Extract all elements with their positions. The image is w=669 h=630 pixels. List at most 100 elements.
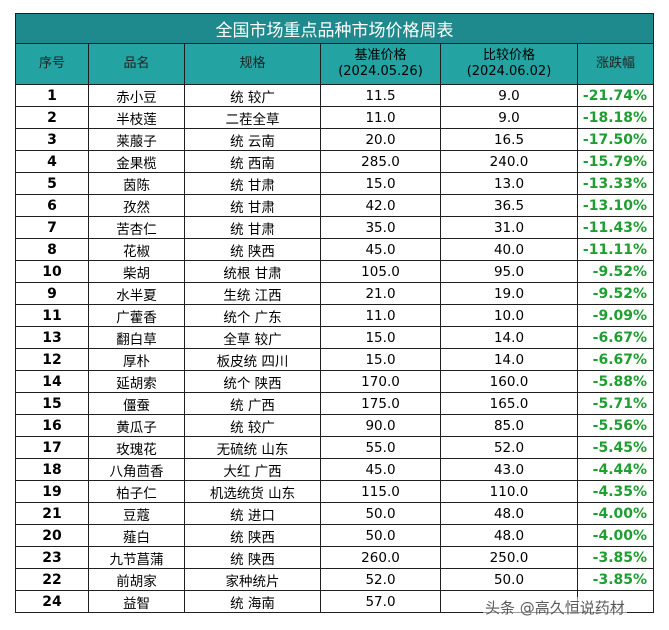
cell-compare-price: 85.0 (440, 414, 578, 437)
cell-spec: 统根 甘肃 (184, 260, 321, 283)
cell-compare-price: 19.0 (440, 282, 578, 305)
table-row: 1 赤小豆统 较广 11.5 9.0 -21.74% (15, 84, 655, 107)
table-row: 20 薤白统 陕西 50.0 48.0 -4.00% (15, 524, 655, 547)
cell-base-price: 260.0 (320, 546, 441, 569)
cell-change: -5.56% (576, 414, 655, 437)
header-change: 涨跌幅 (576, 43, 655, 85)
cell-change: -3.85% (576, 546, 655, 569)
header-base-price: 基准价格 (2024.05.26) (320, 43, 441, 85)
cell-change: -5.45% (576, 436, 655, 459)
cell-index: 7 (15, 216, 89, 239)
cell-change: -9.52% (576, 260, 655, 283)
cell-index: 18 (15, 458, 89, 481)
cell-name: 花椒 (88, 238, 185, 261)
cell-base-price: 11.0 (320, 304, 441, 327)
cell-index: 11 (15, 304, 89, 327)
cell-compare-price: 31.0 (440, 216, 578, 239)
cell-name: 僵蚕 (88, 392, 185, 415)
cell-name: 半枝莲 (88, 106, 185, 129)
cell-compare-price: 13.0 (440, 172, 578, 195)
cell-index: 5 (15, 172, 89, 195)
cell-spec: 统个 广东 (184, 304, 321, 327)
cell-name: 玫瑰花 (88, 436, 185, 459)
header-compare-price-label: 比较价格 (482, 48, 535, 63)
cell-compare-price: 240.0 (440, 150, 578, 173)
table-row: 15 僵蚕统 广西 175.0 165.0 -5.71% (15, 392, 655, 415)
cell-name: 莱菔子 (88, 128, 185, 151)
cell-change: -4.35% (576, 480, 655, 503)
cell-base-price: 15.0 (320, 172, 441, 195)
cell-compare-price: 16.5 (440, 128, 578, 151)
cell-compare-price: 110.0 (440, 480, 578, 503)
cell-change: -18.18% (576, 106, 655, 129)
cell-change: -15.79% (576, 150, 655, 173)
cell-change: -6.67% (576, 348, 655, 371)
cell-change: -5.88% (576, 370, 655, 393)
table-row: 14 延胡索 统个 陕西 170.0 160.0 -5.88% (15, 370, 655, 393)
table-row: 13 翻白草 全草 较广 15.0 14.0 -6.67% (15, 326, 655, 349)
cell-name: 翻白草 (88, 326, 185, 349)
cell-spec: 无硫统 山东 (184, 436, 321, 459)
cell-change: -5.71% (576, 392, 655, 415)
cell-base-price: 170.0 (320, 370, 441, 393)
table-row: 10 柴胡 统根 甘肃 105.0 95.0 -9.52% (15, 260, 655, 283)
cell-spec: 统 云南 (184, 128, 321, 151)
cell-index: 4 (15, 150, 89, 173)
cell-base-price: 50.0 (320, 502, 441, 525)
cell-spec: 板皮统 四川 (184, 348, 321, 371)
cell-spec: 统 甘肃 (184, 216, 321, 239)
price-table: 全国市场重点品种市场价格周表 序号 品名 规格 基准价格 (2024.05.26… (14, 13, 655, 613)
cell-change: -4.00% (576, 524, 655, 547)
cell-base-price: 11.0 (320, 106, 441, 129)
cell-base-price: 21.0 (320, 282, 441, 305)
cell-index: 14 (15, 370, 89, 393)
cell-name: 益智 (88, 590, 185, 613)
table-row: 6 孜然统 甘肃 42.0 36.5 -13.10% (15, 194, 655, 217)
cell-compare-price: 43.0 (440, 458, 578, 481)
cell-change: -4.44% (576, 458, 655, 481)
table-row: 9 水半夏 生统 江西 21.0 19.0 -9.52% (15, 282, 655, 305)
cell-name: 豆蔻 (88, 502, 185, 525)
price-table-container: 全国市场重点品种市场价格周表 序号 品名 规格 基准价格 (2024.05.26… (14, 13, 655, 613)
cell-base-price: 285.0 (320, 150, 441, 173)
cell-name: 前胡家 (88, 568, 185, 591)
cell-index: 20 (15, 524, 89, 547)
cell-change: -17.50% (576, 128, 655, 151)
cell-index: 16 (15, 414, 89, 437)
cell-spec: 统 西南 (184, 150, 321, 173)
cell-name: 八角茴香 (88, 458, 185, 481)
cell-base-price: 15.0 (320, 348, 441, 371)
cell-base-price: 35.0 (320, 216, 441, 239)
cell-spec: 全草 较广 (184, 326, 321, 349)
cell-change: -9.09% (576, 304, 655, 327)
cell-name: 柏子仁 (88, 480, 185, 503)
table-row: 19 柏子仁 机选统货 山东 115.0 110.0 -4.35% (15, 480, 655, 503)
cell-name: 九节菖蒲 (88, 546, 185, 569)
cell-base-price: 11.5 (320, 84, 441, 107)
cell-base-price: 45.0 (320, 238, 441, 261)
cell-name: 茵陈 (88, 172, 185, 195)
header-compare-date: (2024.06.02) (466, 64, 552, 79)
header-index: 序号 (15, 43, 89, 85)
cell-name: 厚朴 (88, 348, 185, 371)
cell-name: 延胡索 (88, 370, 185, 393)
cell-index: 24 (15, 590, 89, 613)
cell-spec: 统 较广 (184, 414, 321, 437)
cell-compare-price: 36.5 (440, 194, 578, 217)
cell-compare-price: 10.0 (440, 304, 578, 327)
cell-base-price: 57.0 (320, 590, 441, 613)
cell-compare-price: 9.0 (440, 106, 578, 129)
cell-base-price: 55.0 (320, 436, 441, 459)
cell-compare-price: 48.0 (440, 524, 578, 547)
cell-change: -9.52% (576, 282, 655, 305)
cell-spec: 二茬全草 (184, 106, 321, 129)
cell-base-price: 42.0 (320, 194, 441, 217)
cell-change: -13.10% (576, 194, 655, 217)
cell-change: -11.43% (576, 216, 655, 239)
cell-base-price: 50.0 (320, 524, 441, 547)
table-row: 11 广藿香 统个 广东 11.0 10.0 -9.09% (15, 304, 655, 327)
cell-compare-price: 165.0 (440, 392, 578, 415)
cell-name: 孜然 (88, 194, 185, 217)
cell-compare-price: 40.0 (440, 238, 578, 261)
table-row: 8 花椒统 陕西 45.0 40.0 -11.11% (15, 238, 655, 261)
